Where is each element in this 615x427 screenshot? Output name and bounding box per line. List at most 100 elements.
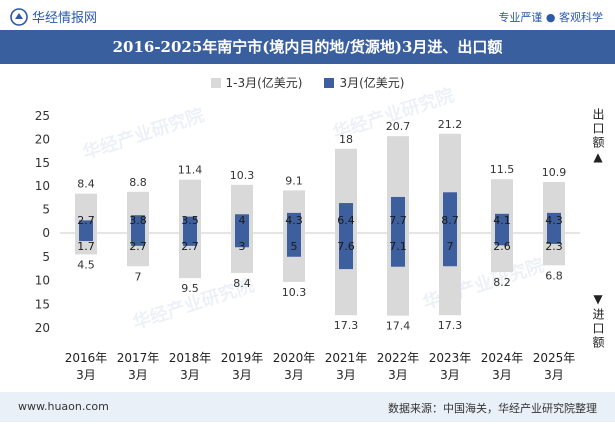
label-import-ytd: 4.5 <box>77 258 95 271</box>
x-tick-label: 3月 <box>180 368 200 382</box>
bar-month <box>443 192 457 267</box>
x-tick-label: 2022年 <box>377 351 420 365</box>
brand: 华经情报网 <box>10 7 97 26</box>
label-export-month: 7.7 <box>389 214 407 227</box>
label-export-ytd: 20.7 <box>386 120 411 133</box>
bar-month <box>131 215 145 246</box>
bar-month <box>391 196 405 267</box>
label-export-ytd: 10.9 <box>542 166 567 179</box>
label-export-month: 4.3 <box>545 214 563 227</box>
y-tick-label: 10 <box>35 274 50 288</box>
label-export-month: 3.8 <box>129 214 147 227</box>
label-import-month: 2.6 <box>493 240 511 253</box>
y-tick-label: 15 <box>35 297 50 311</box>
title-bar: 2016-2025年南宁市(境内目的地/货源地)3月进、出口额 <box>0 30 615 64</box>
label-import-month: 2.3 <box>545 240 563 253</box>
label-import-ytd: 17.4 <box>386 320 411 333</box>
bar-month <box>495 213 509 246</box>
label-import-month: 7.6 <box>337 240 355 253</box>
x-tick-label: 2024年 <box>481 351 524 365</box>
x-tick-label: 2025年 <box>533 351 576 365</box>
y-tick-label: 15 <box>35 156 50 170</box>
x-tick-label: 2019年 <box>221 351 264 365</box>
x-tick-label: 3月 <box>388 368 408 382</box>
bar-month <box>287 212 301 257</box>
label-import-month: 2.7 <box>129 240 147 253</box>
label-import-ytd: 7 <box>135 270 142 283</box>
x-tick-label: 2017年 <box>117 351 160 365</box>
side-label-import: ▼进口额 <box>591 292 605 350</box>
label-import-month: 5 <box>291 240 298 253</box>
x-tick-label: 2021年 <box>325 351 368 365</box>
x-tick-label: 3月 <box>76 368 96 382</box>
label-export-ytd: 11.5 <box>490 163 515 176</box>
legend-label-ytd: 1-3月(亿美元) <box>225 76 303 90</box>
label-export-ytd: 8.8 <box>129 176 147 189</box>
label-export-ytd: 18 <box>339 133 353 146</box>
label-import-month: 2.7 <box>181 240 199 253</box>
label-export-month: 4.3 <box>285 214 303 227</box>
top-bar: 华经情报网 专业严谨 ● 客观科学 <box>0 0 615 30</box>
x-tick-label: 3月 <box>284 368 304 382</box>
legend-swatch-month <box>324 77 335 88</box>
y-tick-label: 5 <box>42 250 50 264</box>
tagline: 专业严谨 ● 客观科学 <box>498 11 603 24</box>
label-import-month: 3 <box>239 240 246 253</box>
brand-name: 华经情报网 <box>32 11 98 26</box>
label-export-month: 2.7 <box>77 214 95 227</box>
label-export-ytd: 11.4 <box>178 164 203 177</box>
x-tick-label: 3月 <box>440 368 460 382</box>
x-tick-label: 3月 <box>492 368 512 382</box>
label-export-ytd: 9.1 <box>285 174 303 187</box>
legend: 1-3月(亿美元) 3月(亿美元) <box>0 74 615 91</box>
label-export-month: 3.5 <box>181 214 199 227</box>
label-import-month: 7 <box>447 240 454 253</box>
bar-month <box>235 214 249 248</box>
label-export-month: 8.7 <box>441 214 459 227</box>
label-import-ytd: 10.3 <box>282 286 307 299</box>
bar-month <box>339 203 353 270</box>
footer: www.huaon.com 数据来源：中国海关，华经产业研究院整理 <box>0 392 615 422</box>
x-tick-label: 2020年 <box>273 351 316 365</box>
y-tick-label: 20 <box>35 132 50 146</box>
chart-title: 2016-2025年南宁市(境内目的地/货源地)3月进、出口额 <box>112 38 503 56</box>
x-tick-label: 3月 <box>336 368 356 382</box>
bar-month <box>183 216 197 246</box>
label-import-ytd: 17.3 <box>334 319 359 332</box>
label-export-ytd: 8.4 <box>77 178 95 191</box>
side-label-export: 出口额▲ <box>591 108 605 166</box>
label-import-month: 1.7 <box>77 240 95 253</box>
label-export-month: 4 <box>239 214 246 227</box>
y-tick-label: 20 <box>35 321 50 335</box>
huajing-logo-icon <box>10 7 28 26</box>
bar-month <box>79 220 93 242</box>
label-import-ytd: 8.4 <box>233 277 251 290</box>
x-tick-label: 2018年 <box>169 351 212 365</box>
x-tick-label: 2016年 <box>65 351 108 365</box>
label-import-ytd: 9.5 <box>181 282 199 295</box>
label-export-ytd: 21.2 <box>438 118 463 131</box>
legend-label-month: 3月(亿美元) <box>339 76 405 90</box>
label-import-ytd: 6.8 <box>545 269 563 282</box>
legend-item-ytd: 1-3月(亿美元) <box>210 74 303 91</box>
y-tick-label: 0 <box>42 226 50 240</box>
y-tick-label: 25 <box>35 109 50 123</box>
x-tick-label: 3月 <box>232 368 252 382</box>
label-export-month: 6.4 <box>337 214 355 227</box>
x-tick-label: 3月 <box>544 368 564 382</box>
label-import-ytd: 17.3 <box>438 319 463 332</box>
legend-swatch-ytd <box>210 77 221 88</box>
footer-url: www.huaon.com <box>18 400 109 413</box>
label-import-ytd: 8.2 <box>493 276 511 289</box>
bar-month <box>547 212 561 244</box>
label-import-month: 7.1 <box>389 240 407 253</box>
x-tick-label: 3月 <box>128 368 148 382</box>
y-tick-label: 5 <box>42 203 50 217</box>
label-export-ytd: 10.3 <box>230 169 255 182</box>
x-tick-label: 2023年 <box>429 351 472 365</box>
footer-source: 数据来源：中国海关，华经产业研究院整理 <box>388 402 597 415</box>
label-export-month: 4.1 <box>493 214 511 227</box>
legend-item-month: 3月(亿美元) <box>324 74 404 91</box>
y-tick-label: 10 <box>35 179 50 193</box>
